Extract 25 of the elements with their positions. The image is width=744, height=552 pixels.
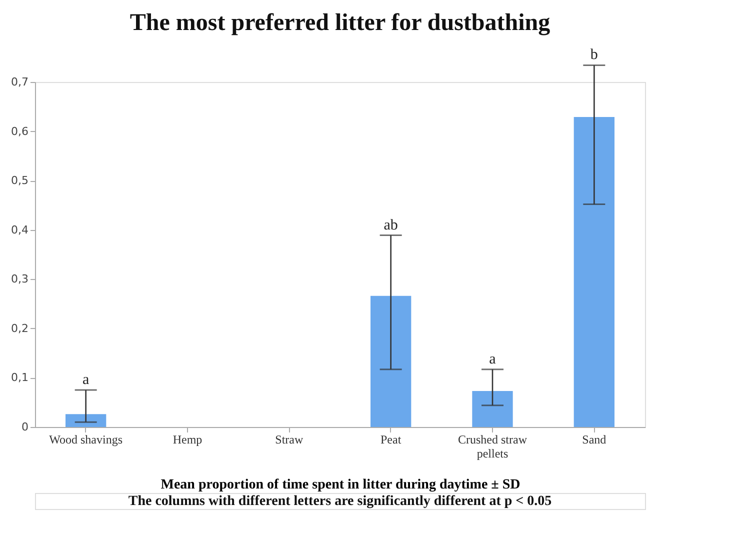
annotation: ab <box>384 217 398 234</box>
chart-title: The most preferred litter for dustbathing <box>130 10 550 36</box>
x-tick-label: Peat <box>380 432 402 446</box>
x-tick-label: Straw <box>275 432 304 446</box>
annotation: b <box>590 47 598 64</box>
x-axis-title: Mean proportion of time spent in litter during daytime ± SD <box>160 478 520 492</box>
y-tick-label: 0,1 <box>11 371 28 384</box>
y-tick-label: 0,5 <box>11 174 28 188</box>
annotation: a <box>82 372 90 388</box>
x-tick-label: Wood shavings <box>49 432 123 446</box>
y-tick-label: 0,3 <box>11 272 28 286</box>
y-tick-label: 0,2 <box>11 322 28 335</box>
y-tick-label: 0,4 <box>11 223 28 236</box>
y-tick-label: 0 <box>22 420 28 434</box>
bar <box>66 414 106 427</box>
bar <box>574 116 614 427</box>
bar <box>370 296 412 427</box>
y-tick-label: 0,7 <box>11 76 28 88</box>
x-tick-label: Crushed straw pellets <box>458 432 528 460</box>
x-tick-label: Hemp <box>172 432 202 446</box>
y-tick-label: 0,6 <box>11 124 28 138</box>
text: The columns with different letters are significantly different at p < 0.05 <box>128 494 552 509</box>
bar <box>472 391 513 427</box>
annotation: a <box>489 351 496 368</box>
x-tick-label: Sand <box>582 432 606 446</box>
